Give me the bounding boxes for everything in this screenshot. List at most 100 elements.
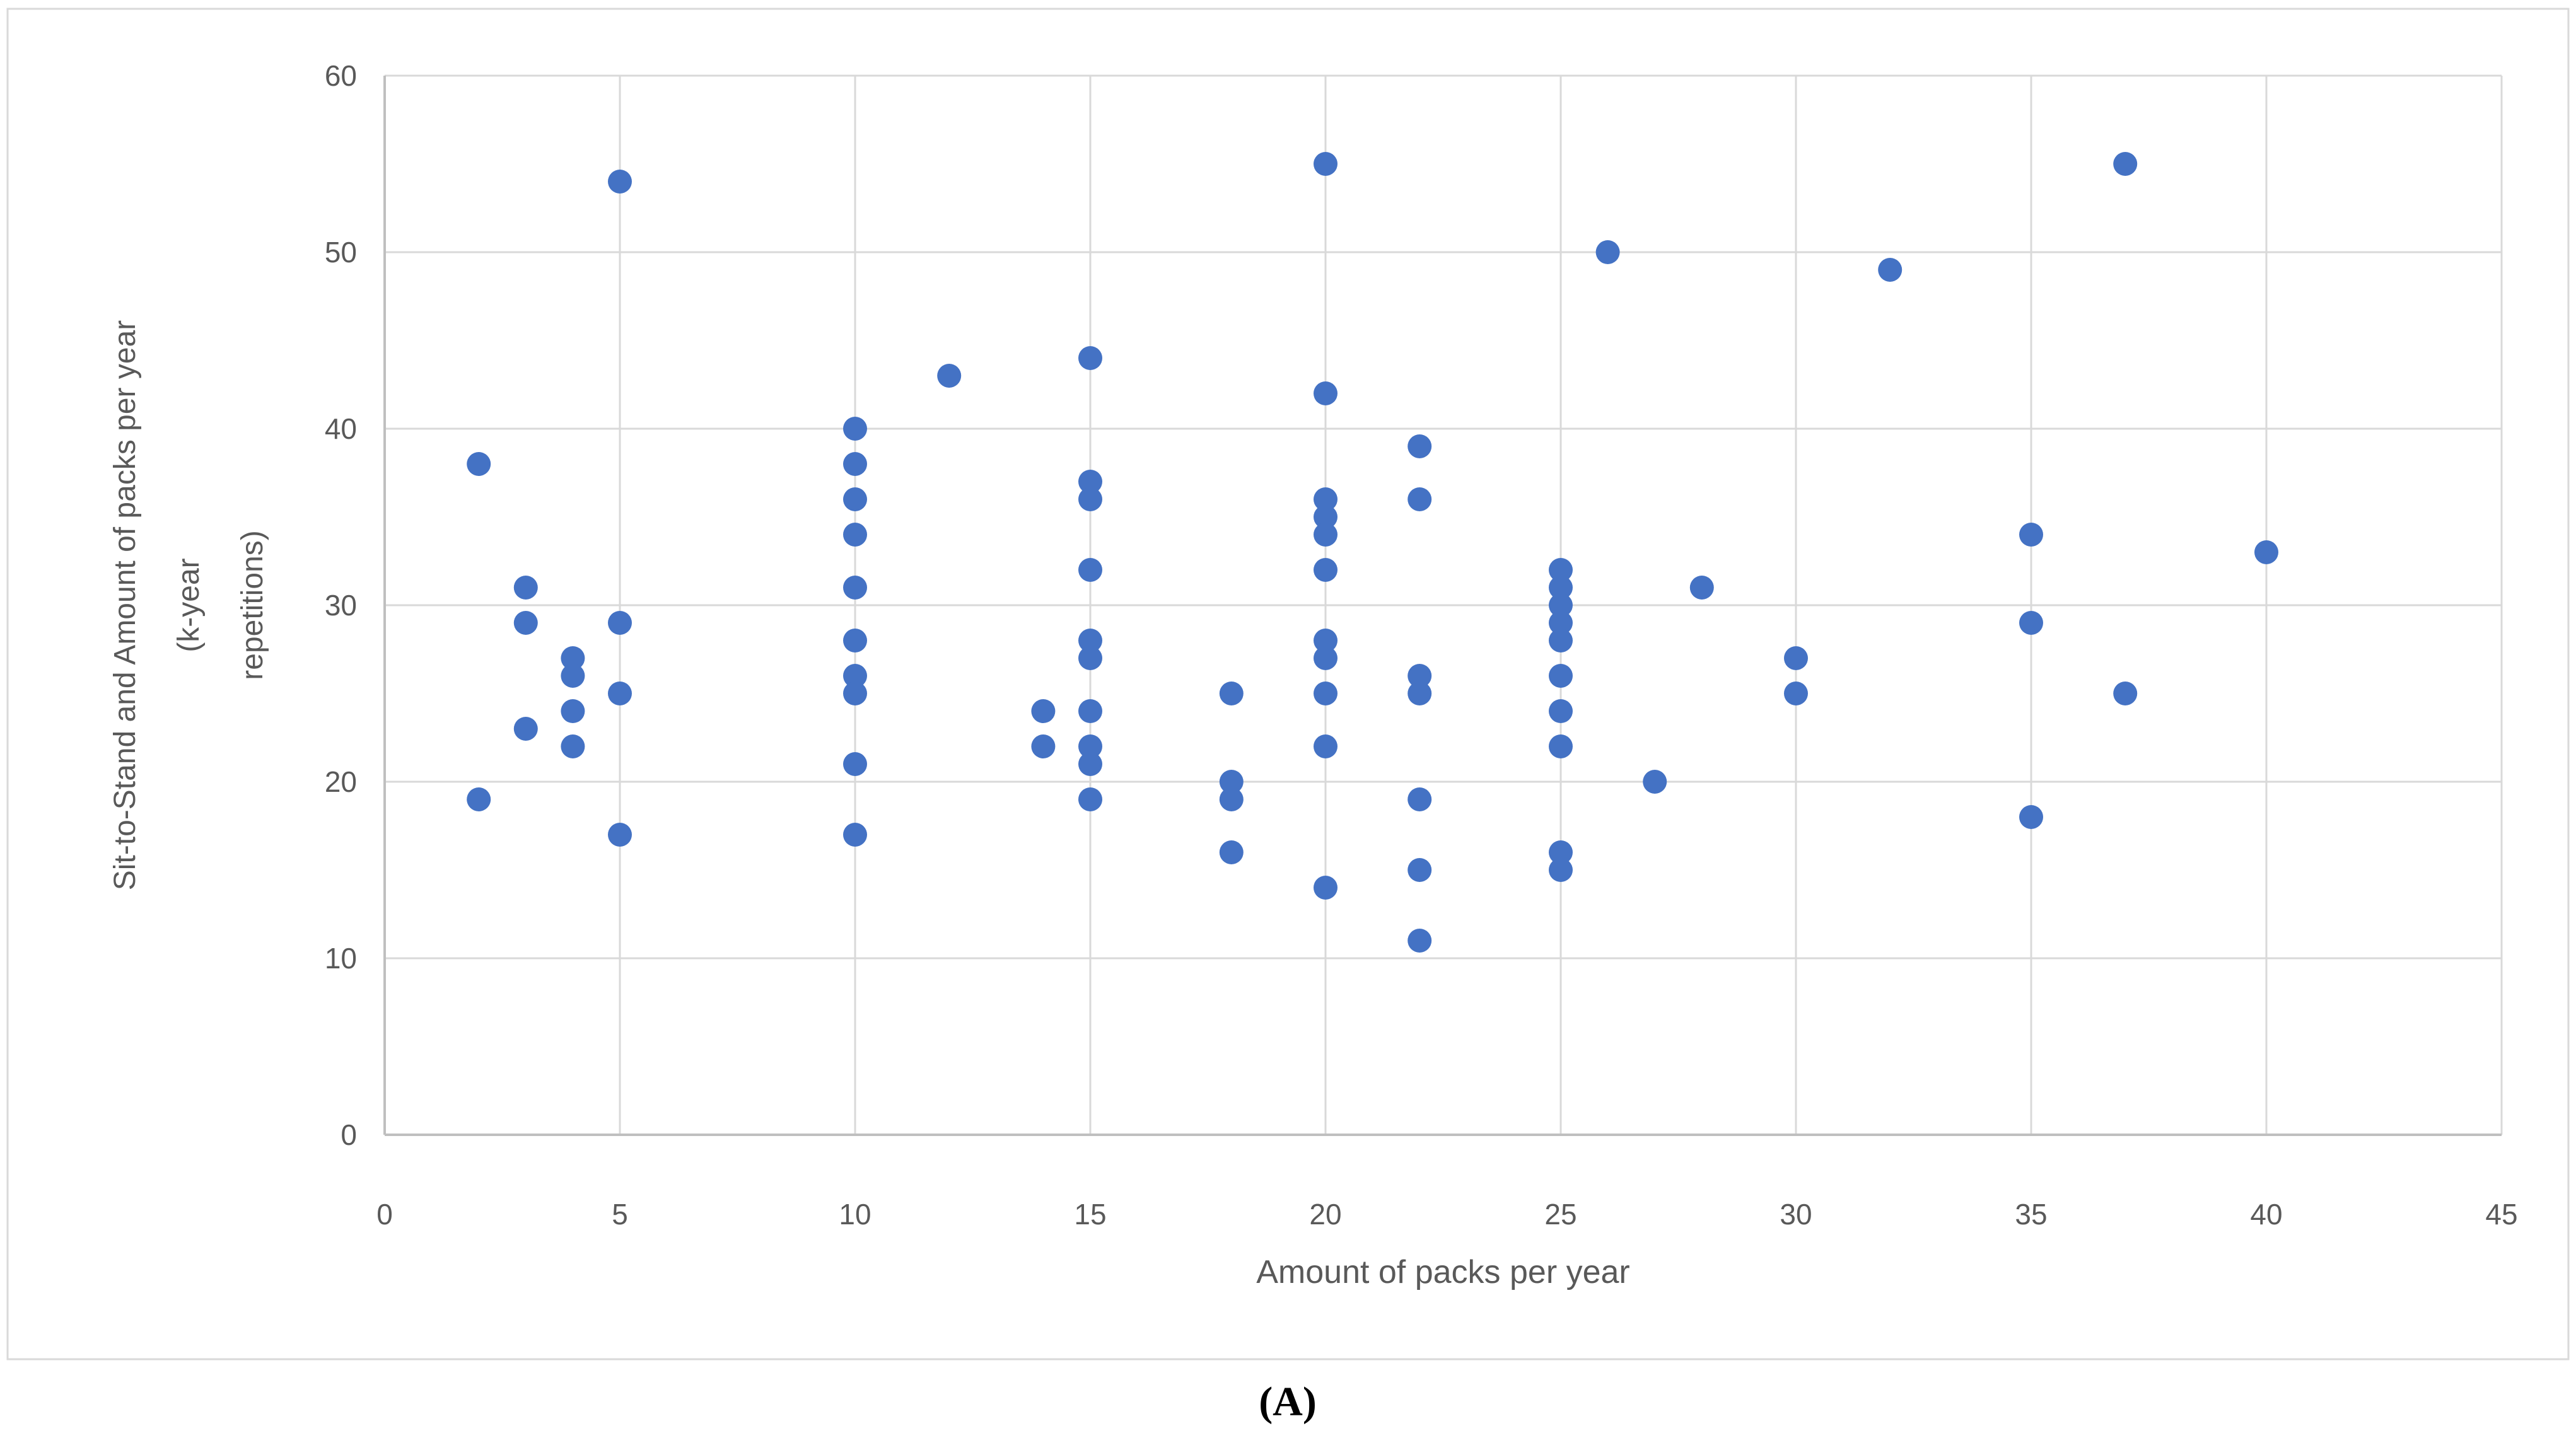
data-point bbox=[1314, 682, 1338, 705]
data-point bbox=[1078, 558, 1102, 582]
data-point bbox=[2113, 682, 2138, 705]
x-tick-labels: 0 5 10 15 20 25 30 35 40 45 bbox=[376, 1198, 2517, 1231]
data-point bbox=[1314, 629, 1338, 652]
data-point bbox=[1031, 699, 1056, 723]
data-point bbox=[843, 417, 867, 441]
axis-lines bbox=[383, 76, 2502, 1136]
data-point bbox=[513, 576, 538, 600]
data-point bbox=[1407, 664, 1432, 688]
data-point bbox=[608, 170, 632, 194]
x-tick-label: 20 bbox=[1309, 1198, 1341, 1231]
gridlines bbox=[385, 74, 2503, 1135]
data-point bbox=[843, 487, 867, 511]
data-point bbox=[561, 734, 585, 758]
y-tick-label: 50 bbox=[325, 236, 357, 269]
data-point bbox=[1078, 346, 1102, 370]
x-tick-label: 25 bbox=[1544, 1198, 1576, 1231]
data-point bbox=[561, 646, 585, 670]
data-point bbox=[1407, 858, 1432, 882]
data-point bbox=[1549, 593, 1573, 617]
y-axis-title-line: Sit-to-Stand and Amount of packs per yea… bbox=[108, 320, 142, 891]
data-point bbox=[1549, 734, 1573, 758]
data-point bbox=[843, 823, 867, 847]
data-point bbox=[1314, 558, 1338, 582]
data-point bbox=[1314, 487, 1338, 511]
data-point bbox=[1689, 576, 1714, 600]
x-tick-label: 10 bbox=[839, 1198, 871, 1231]
y-tick-label: 60 bbox=[325, 59, 357, 92]
data-point bbox=[2019, 805, 2043, 829]
data-point bbox=[843, 752, 867, 776]
data-point bbox=[1549, 611, 1573, 635]
x-tick-label: 0 bbox=[376, 1198, 393, 1231]
x-tick-label: 15 bbox=[1074, 1198, 1106, 1231]
data-point bbox=[1078, 787, 1102, 811]
data-point bbox=[1314, 381, 1338, 405]
data-point bbox=[843, 523, 867, 547]
data-point bbox=[2113, 152, 2138, 176]
data-point bbox=[513, 717, 538, 741]
figure-caption: (A) bbox=[1259, 1379, 1317, 1425]
y-axis-title-line: repetitions) bbox=[236, 530, 269, 680]
x-axis-title: Amount of packs per year bbox=[1256, 1254, 1630, 1290]
data-point bbox=[1219, 787, 1244, 811]
data-point bbox=[2019, 611, 2043, 635]
data-point bbox=[1219, 770, 1244, 794]
data-point bbox=[1784, 682, 1808, 705]
y-tick-label: 30 bbox=[325, 589, 357, 622]
data-point bbox=[1643, 770, 1667, 794]
data-point bbox=[1549, 699, 1573, 723]
data-point bbox=[561, 699, 585, 723]
data-point bbox=[843, 576, 867, 600]
data-point bbox=[1407, 487, 1432, 511]
data-point bbox=[1549, 576, 1573, 600]
y-tick-label: 0 bbox=[341, 1118, 357, 1151]
x-tick-label: 40 bbox=[2250, 1198, 2282, 1231]
data-point bbox=[467, 787, 491, 811]
chart-border bbox=[6, 8, 2570, 1360]
data-point bbox=[937, 364, 962, 388]
data-point bbox=[1314, 734, 1338, 758]
data-point bbox=[608, 611, 632, 635]
data-point bbox=[843, 629, 867, 652]
data-point bbox=[843, 664, 867, 688]
data-point bbox=[2019, 523, 2043, 547]
data-point bbox=[1549, 840, 1573, 864]
y-tick-labels: 0 10 20 30 40 50 60 bbox=[325, 59, 357, 1151]
data-point bbox=[1219, 682, 1244, 705]
data-point bbox=[608, 823, 632, 847]
y-axis-title-line: (k-year bbox=[172, 558, 206, 652]
x-tick-label: 45 bbox=[2485, 1198, 2517, 1231]
x-tick-label: 35 bbox=[2015, 1198, 2047, 1231]
data-point bbox=[1407, 787, 1432, 811]
data-point bbox=[843, 682, 867, 705]
data-point bbox=[1031, 734, 1056, 758]
data-point bbox=[1878, 258, 1903, 282]
data-point bbox=[1407, 682, 1432, 705]
data-point bbox=[1078, 752, 1102, 776]
x-tick-label: 30 bbox=[1780, 1198, 1812, 1231]
data-point bbox=[1549, 858, 1573, 882]
data-point bbox=[1314, 152, 1338, 176]
data-point bbox=[1219, 840, 1244, 864]
data-point bbox=[1078, 470, 1102, 494]
data-point bbox=[1407, 434, 1432, 458]
data-point bbox=[1078, 629, 1102, 652]
data-point bbox=[1078, 734, 1102, 758]
y-tick-label: 20 bbox=[325, 765, 357, 798]
data-point bbox=[2254, 540, 2278, 564]
data-point bbox=[1078, 699, 1102, 723]
data-point bbox=[467, 452, 491, 476]
data-point bbox=[1549, 629, 1573, 652]
y-tick-label: 10 bbox=[325, 942, 357, 975]
data-point bbox=[1078, 646, 1102, 670]
data-point bbox=[1314, 876, 1338, 900]
data-point bbox=[608, 682, 632, 705]
y-tick-label: 40 bbox=[325, 412, 357, 445]
data-point bbox=[1549, 664, 1573, 688]
y-axis-title: Sit-to-Stand and Amount of packs per yea… bbox=[108, 320, 269, 891]
chart-border-rect bbox=[6, 8, 2570, 1360]
data-point bbox=[843, 452, 867, 476]
